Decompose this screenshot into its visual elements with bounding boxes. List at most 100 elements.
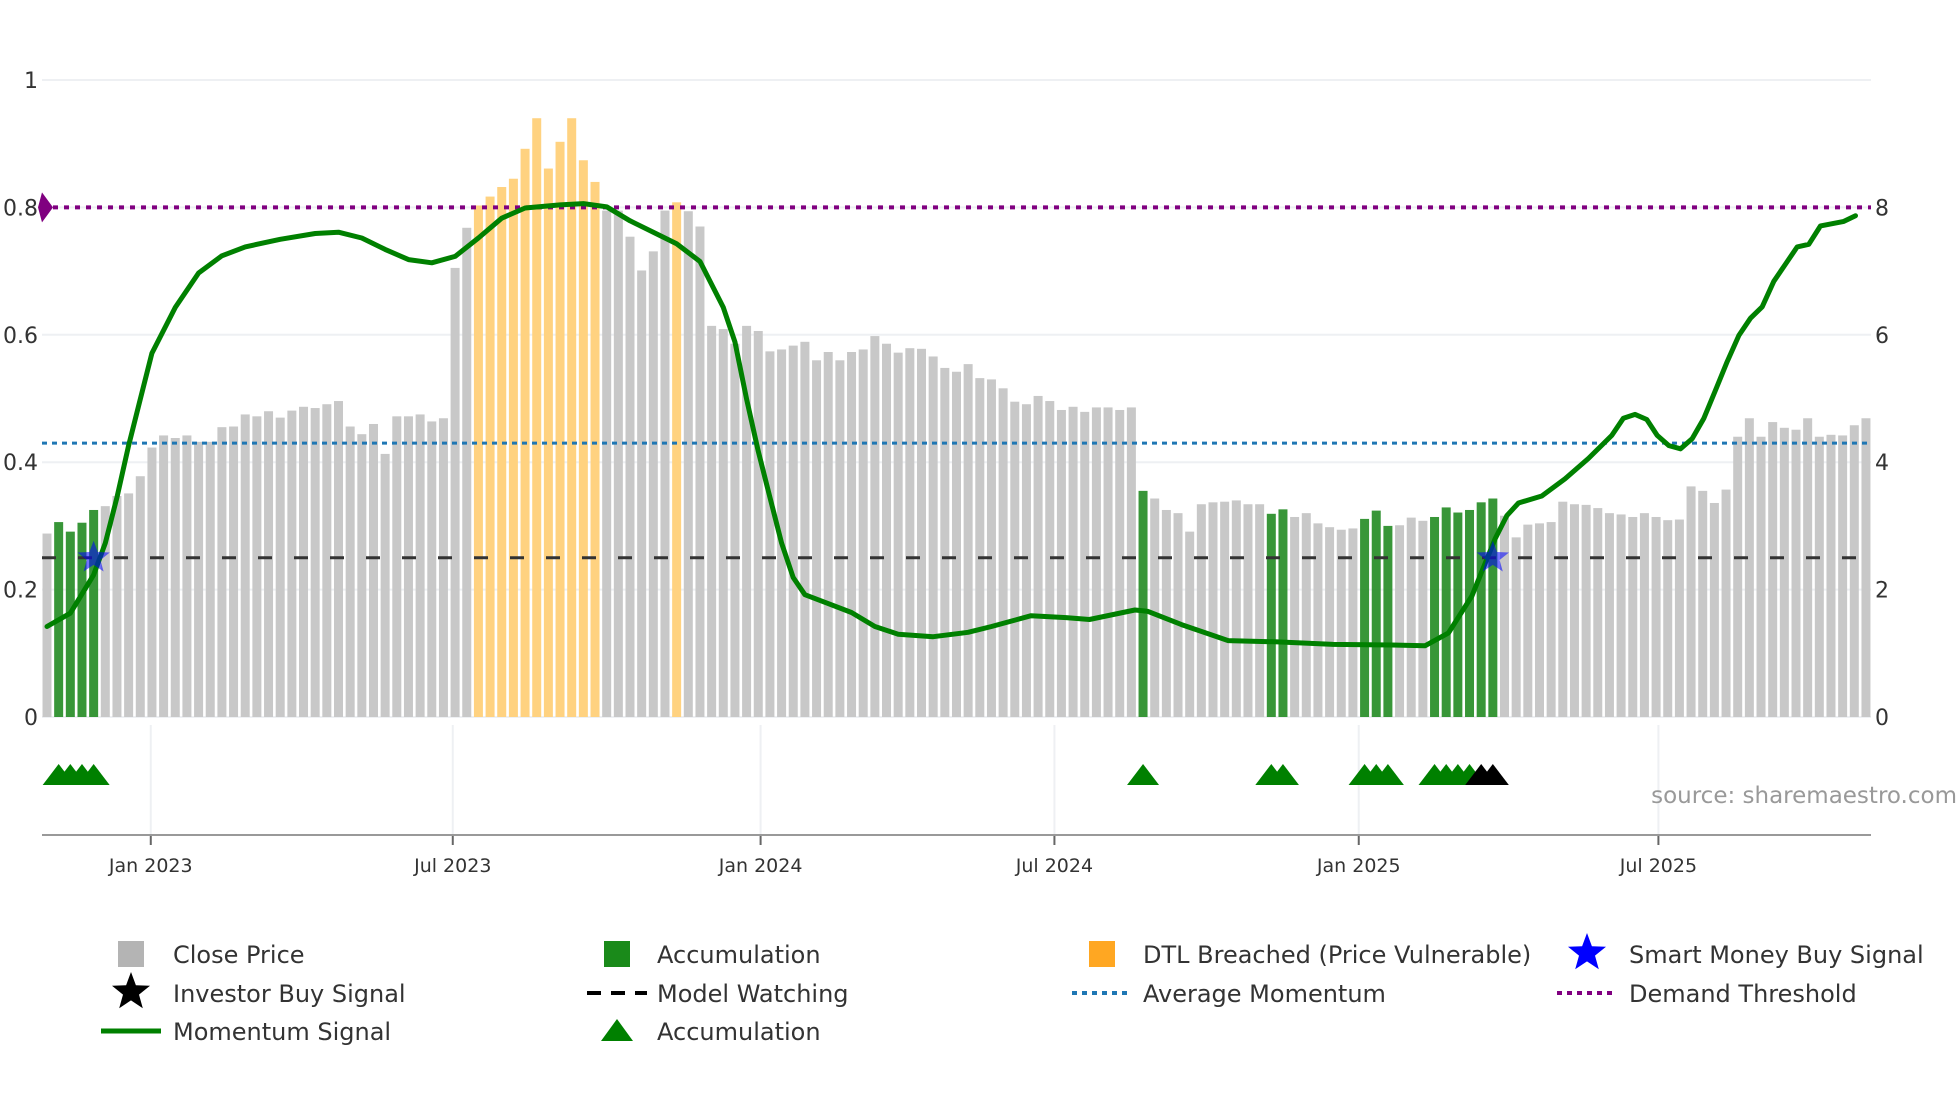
close-price-bar bbox=[602, 210, 612, 717]
close-price-bar bbox=[1663, 520, 1673, 717]
close-price-bar bbox=[1686, 486, 1696, 717]
close-price-bar bbox=[438, 418, 448, 717]
close-price-bar bbox=[765, 351, 775, 717]
close-price-bar bbox=[252, 416, 262, 717]
close-price-bar bbox=[427, 421, 437, 717]
close-price-bar bbox=[742, 325, 752, 717]
close-price-bar bbox=[357, 434, 367, 717]
legend-dtl-swatch bbox=[1089, 941, 1115, 967]
close-price-bar bbox=[882, 343, 892, 717]
close-price-bar bbox=[1569, 504, 1579, 717]
legend: Close Price Accumulation DTL Breached (P… bbox=[101, 933, 1924, 1046]
close-price-bar bbox=[229, 426, 239, 717]
smart-money-star-icon bbox=[77, 540, 110, 572]
close-price-bar bbox=[1791, 429, 1801, 717]
close-price-bar bbox=[1325, 527, 1335, 717]
close-price-bar bbox=[1173, 513, 1183, 717]
close-price-bar bbox=[1849, 425, 1859, 717]
momentum-signal-line bbox=[44, 201, 1858, 649]
close-price-bar bbox=[1616, 514, 1626, 717]
right-tick-label: 8 bbox=[1875, 196, 1889, 221]
close-price-bar bbox=[812, 360, 822, 717]
dtl-breached-bar bbox=[590, 181, 600, 718]
close-price-bar bbox=[1033, 395, 1043, 717]
close-price-bar bbox=[240, 414, 250, 717]
dtl-breached-bar bbox=[485, 196, 495, 718]
right-tick-label: 4 bbox=[1875, 451, 1889, 476]
close-price-bar bbox=[1674, 519, 1684, 717]
legend-momentum: Momentum Signal bbox=[173, 1018, 391, 1046]
close-price-bar bbox=[648, 251, 658, 717]
close-price-bar bbox=[975, 378, 985, 717]
close-price-bar bbox=[322, 404, 332, 717]
legend-model-watching: Model Watching bbox=[657, 980, 849, 1008]
left-tick-label: 0.6 bbox=[3, 324, 38, 349]
close-price-bar bbox=[707, 325, 717, 717]
close-price-bar bbox=[1115, 409, 1125, 717]
accumulation-bar bbox=[77, 522, 87, 717]
close-price-bar bbox=[450, 267, 460, 717]
accumulation-bar bbox=[1383, 525, 1393, 717]
close-price-bar bbox=[1593, 508, 1603, 717]
legend-demand: Demand Threshold bbox=[1629, 980, 1857, 1008]
close-price-bar bbox=[1604, 513, 1614, 717]
close-price-bar bbox=[1558, 501, 1568, 717]
close-price-bar bbox=[1220, 501, 1230, 717]
close-price-bar bbox=[112, 495, 122, 717]
close-price-bar bbox=[182, 435, 192, 717]
close-price-bar bbox=[625, 236, 635, 717]
close-price-bar bbox=[205, 441, 215, 717]
close-price-bar bbox=[847, 351, 857, 717]
accumulation-bar bbox=[1488, 498, 1498, 717]
close-price-bar bbox=[695, 226, 705, 717]
accumulation-bar bbox=[1278, 509, 1288, 717]
close-price-bar bbox=[823, 351, 833, 717]
close-price-bar bbox=[1534, 523, 1544, 717]
accumulation-triangle-icon bbox=[77, 764, 110, 785]
close-price-bar bbox=[392, 416, 402, 717]
source-label: source: sharemaestro.com bbox=[1651, 783, 1957, 809]
dtl-breached-bar bbox=[497, 187, 507, 718]
dtl-breached-bar bbox=[578, 160, 588, 718]
legend-close-price: Close Price bbox=[173, 941, 305, 969]
investor-buy-triangle-icon bbox=[1476, 764, 1509, 785]
accumulation-bar bbox=[1476, 502, 1486, 717]
close-price-bar bbox=[951, 371, 961, 717]
close-price-bar bbox=[1255, 504, 1265, 717]
close-price-bar bbox=[1185, 531, 1195, 717]
dtl-breached-bar bbox=[508, 178, 518, 718]
close-price-bar bbox=[1651, 516, 1661, 717]
close-price-bar bbox=[135, 476, 145, 717]
close-price-bar bbox=[905, 348, 915, 717]
accumulation-triangle-icon bbox=[1127, 764, 1160, 785]
close-price-bar bbox=[1336, 529, 1346, 717]
legend-smart-money-star-icon bbox=[1568, 933, 1606, 970]
close-price-bar bbox=[753, 330, 763, 717]
legend-close-price-swatch bbox=[118, 941, 144, 967]
close-price-bar bbox=[1418, 520, 1428, 717]
demand-threshold-diamond-icon bbox=[38, 192, 53, 223]
dtl-breached-bar bbox=[473, 205, 483, 717]
close-price-bar bbox=[1091, 407, 1101, 717]
dtl-breached-bar bbox=[543, 168, 553, 718]
legend-avg-momentum: Average Momentum bbox=[1143, 980, 1386, 1008]
accumulation-triangle-icon bbox=[1371, 764, 1404, 785]
close-price-bar bbox=[1243, 504, 1253, 717]
left-tick-label: 0 bbox=[24, 706, 38, 731]
close-price-bar bbox=[1628, 516, 1638, 717]
close-price-bar bbox=[264, 411, 274, 717]
close-price-bar bbox=[1010, 401, 1020, 717]
close-price-bar bbox=[1523, 524, 1533, 717]
close-price-bar bbox=[194, 441, 204, 717]
left-tick-label: 0.4 bbox=[3, 451, 38, 476]
accumulation-bar bbox=[65, 531, 75, 717]
accumulation-bar bbox=[1430, 516, 1440, 717]
close-price-bar bbox=[637, 270, 647, 717]
close-price-bar bbox=[893, 352, 903, 717]
legend-investor: Investor Buy Signal bbox=[173, 980, 406, 1008]
close-price-bar bbox=[858, 349, 868, 717]
close-price-bar bbox=[1348, 528, 1358, 717]
close-price-bar bbox=[1021, 404, 1031, 717]
close-price-bar bbox=[1395, 525, 1405, 717]
